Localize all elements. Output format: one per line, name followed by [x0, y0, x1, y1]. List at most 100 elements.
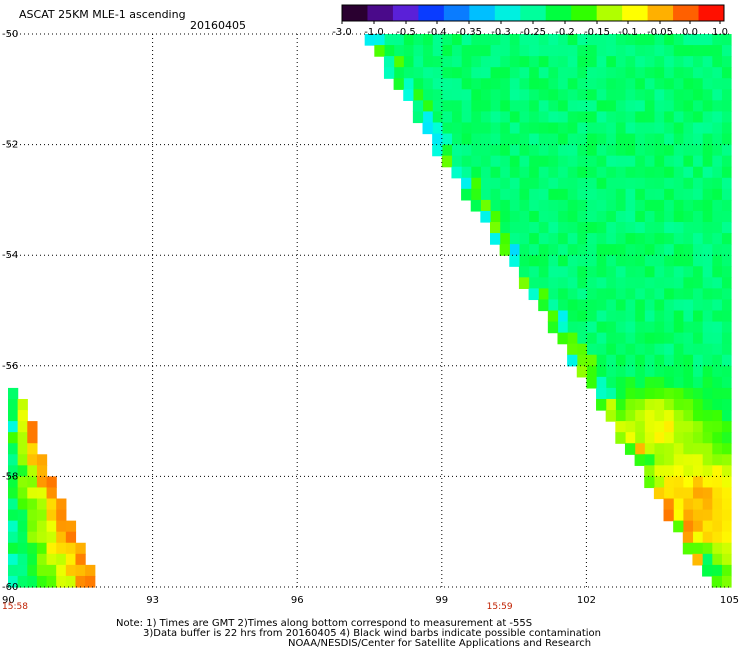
heatmap-cell	[692, 299, 703, 312]
heatmap-cell	[547, 111, 559, 124]
heatmap-cell	[615, 376, 626, 389]
heatmap-cell	[528, 45, 539, 57]
heatmap-cell	[702, 67, 713, 79]
heatmap-cell	[499, 222, 510, 234]
heatmap-cell	[721, 222, 732, 234]
heatmap-cell	[692, 78, 703, 90]
heatmap-cell	[490, 100, 501, 113]
heatmap-cell	[711, 354, 722, 367]
heatmap-cell	[682, 56, 694, 68]
heatmap-cell	[65, 564, 77, 577]
heatmap-cell	[480, 155, 491, 168]
heatmap-cell	[692, 476, 703, 489]
colorbar-segment	[596, 5, 623, 21]
heatmap-cell	[509, 155, 520, 168]
heatmap-cell	[518, 244, 530, 256]
heatmap-cell	[518, 144, 530, 157]
heatmap-cell	[576, 222, 587, 234]
heatmap-cell	[528, 56, 539, 68]
heatmap-cell	[682, 244, 694, 256]
heatmap-cell	[518, 89, 530, 101]
heatmap-cell	[605, 222, 616, 234]
heatmap-cell	[663, 288, 674, 301]
heatmap-cell	[605, 45, 616, 57]
heatmap-cell	[644, 133, 655, 146]
heatmap-cell	[615, 410, 626, 422]
heatmap-cell	[518, 111, 530, 124]
heatmap-cell	[624, 432, 636, 444]
heatmap-cell	[567, 277, 578, 289]
x-tick-label: 93	[146, 595, 159, 606]
heatmap-cell	[624, 166, 636, 179]
heatmap-cell	[547, 233, 559, 245]
heatmap-cell	[490, 34, 501, 46]
heatmap-cell	[605, 365, 616, 378]
heatmap-cell	[596, 144, 607, 157]
heatmap-cell	[499, 34, 510, 46]
heatmap-cell	[692, 542, 703, 555]
heatmap-cell	[596, 222, 607, 234]
heatmap-cell	[441, 67, 453, 79]
heatmap-cell	[65, 520, 77, 533]
heatmap-cell	[615, 122, 626, 135]
heatmap-cell	[615, 199, 626, 212]
heatmap-cell	[711, 288, 722, 301]
heatmap-cell	[8, 465, 19, 477]
heatmap-cell	[586, 321, 597, 334]
heatmap-cell	[528, 155, 539, 168]
heatmap-cell	[653, 332, 665, 345]
heatmap-cell	[673, 520, 684, 533]
heatmap-cell	[509, 34, 520, 46]
heatmap-cell	[567, 56, 578, 68]
heatmap-cell	[615, 277, 626, 289]
heatmap-cell	[422, 67, 433, 79]
colorbar-label: -0.1	[618, 27, 638, 38]
heatmap-cell	[586, 199, 597, 212]
heatmap-cell	[682, 210, 694, 223]
heatmap-cell	[615, 111, 626, 124]
heatmap-cell	[721, 89, 732, 101]
heatmap-cell	[567, 255, 578, 267]
heatmap-cell	[547, 199, 559, 212]
heatmap-cell	[17, 432, 28, 444]
heatmap-cell	[692, 465, 703, 477]
heatmap-cell	[605, 277, 616, 289]
heatmap-cell	[432, 89, 443, 101]
heatmap-cell	[432, 67, 443, 79]
heatmap-cell	[653, 476, 665, 489]
heatmap-cell	[692, 144, 703, 157]
heatmap-cell	[673, 34, 684, 46]
heatmap-cell	[663, 443, 674, 455]
heatmap-cell	[615, 432, 626, 444]
colorbar-label: -0.5	[396, 27, 416, 38]
heatmap-cell	[528, 122, 539, 135]
heatmap-cell	[586, 155, 597, 168]
heatmap-cell	[653, 177, 665, 190]
heatmap-cell	[499, 244, 510, 256]
heatmap-cell	[644, 432, 655, 444]
heatmap-cell	[711, 277, 722, 289]
heatmap-cell	[567, 188, 578, 201]
heatmap-cell	[702, 376, 713, 389]
heatmap-cell	[8, 553, 19, 566]
heatmap-cell	[27, 454, 38, 466]
heatmap-cell	[605, 122, 616, 135]
heatmap-cell	[721, 421, 732, 433]
heatmap-cell	[17, 487, 28, 500]
heatmap-cell	[721, 365, 732, 378]
heatmap-cell	[644, 454, 655, 466]
heatmap-cell	[702, 299, 713, 312]
heatmap-cell	[653, 410, 665, 422]
heatmap-cell	[509, 166, 520, 179]
heatmap-cell	[557, 266, 568, 278]
heatmap-cell	[596, 277, 607, 289]
heatmap-cell	[596, 310, 607, 323]
heatmap-cell	[17, 564, 28, 577]
heatmap-cell	[441, 111, 453, 124]
heatmap-cell	[721, 564, 732, 577]
heatmap-cell	[480, 89, 491, 101]
heatmap-cell	[605, 133, 616, 146]
heatmap-cell	[692, 454, 703, 466]
heatmap-cell	[17, 509, 28, 522]
heatmap-cell	[509, 210, 520, 223]
